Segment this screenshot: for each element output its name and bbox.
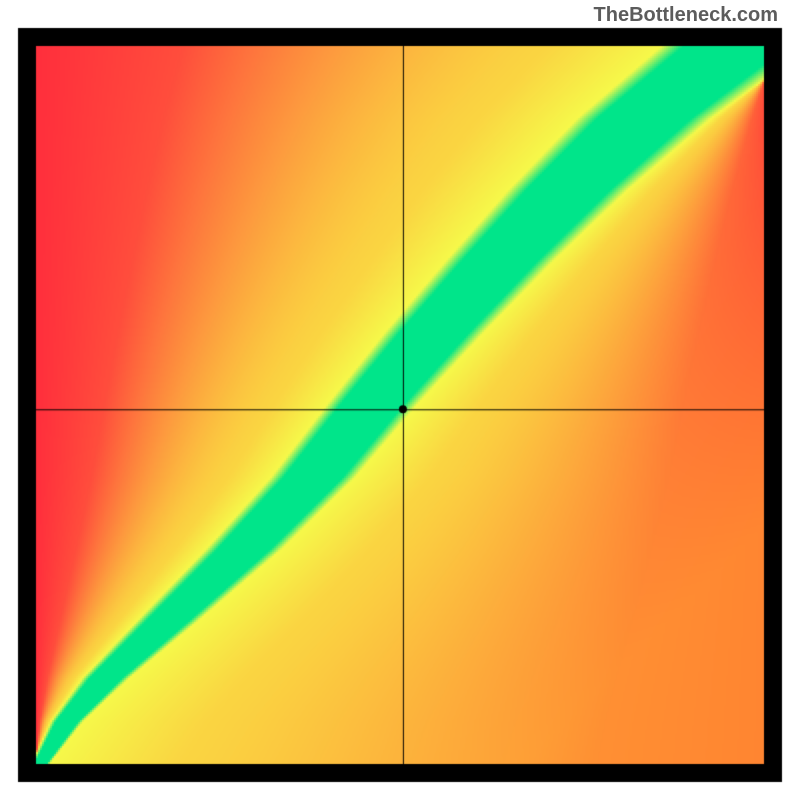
- watermark-text: TheBottleneck.com: [594, 4, 778, 27]
- bottleneck-heatmap: [0, 0, 800, 800]
- chart-container: TheBottleneck.com: [0, 0, 800, 800]
